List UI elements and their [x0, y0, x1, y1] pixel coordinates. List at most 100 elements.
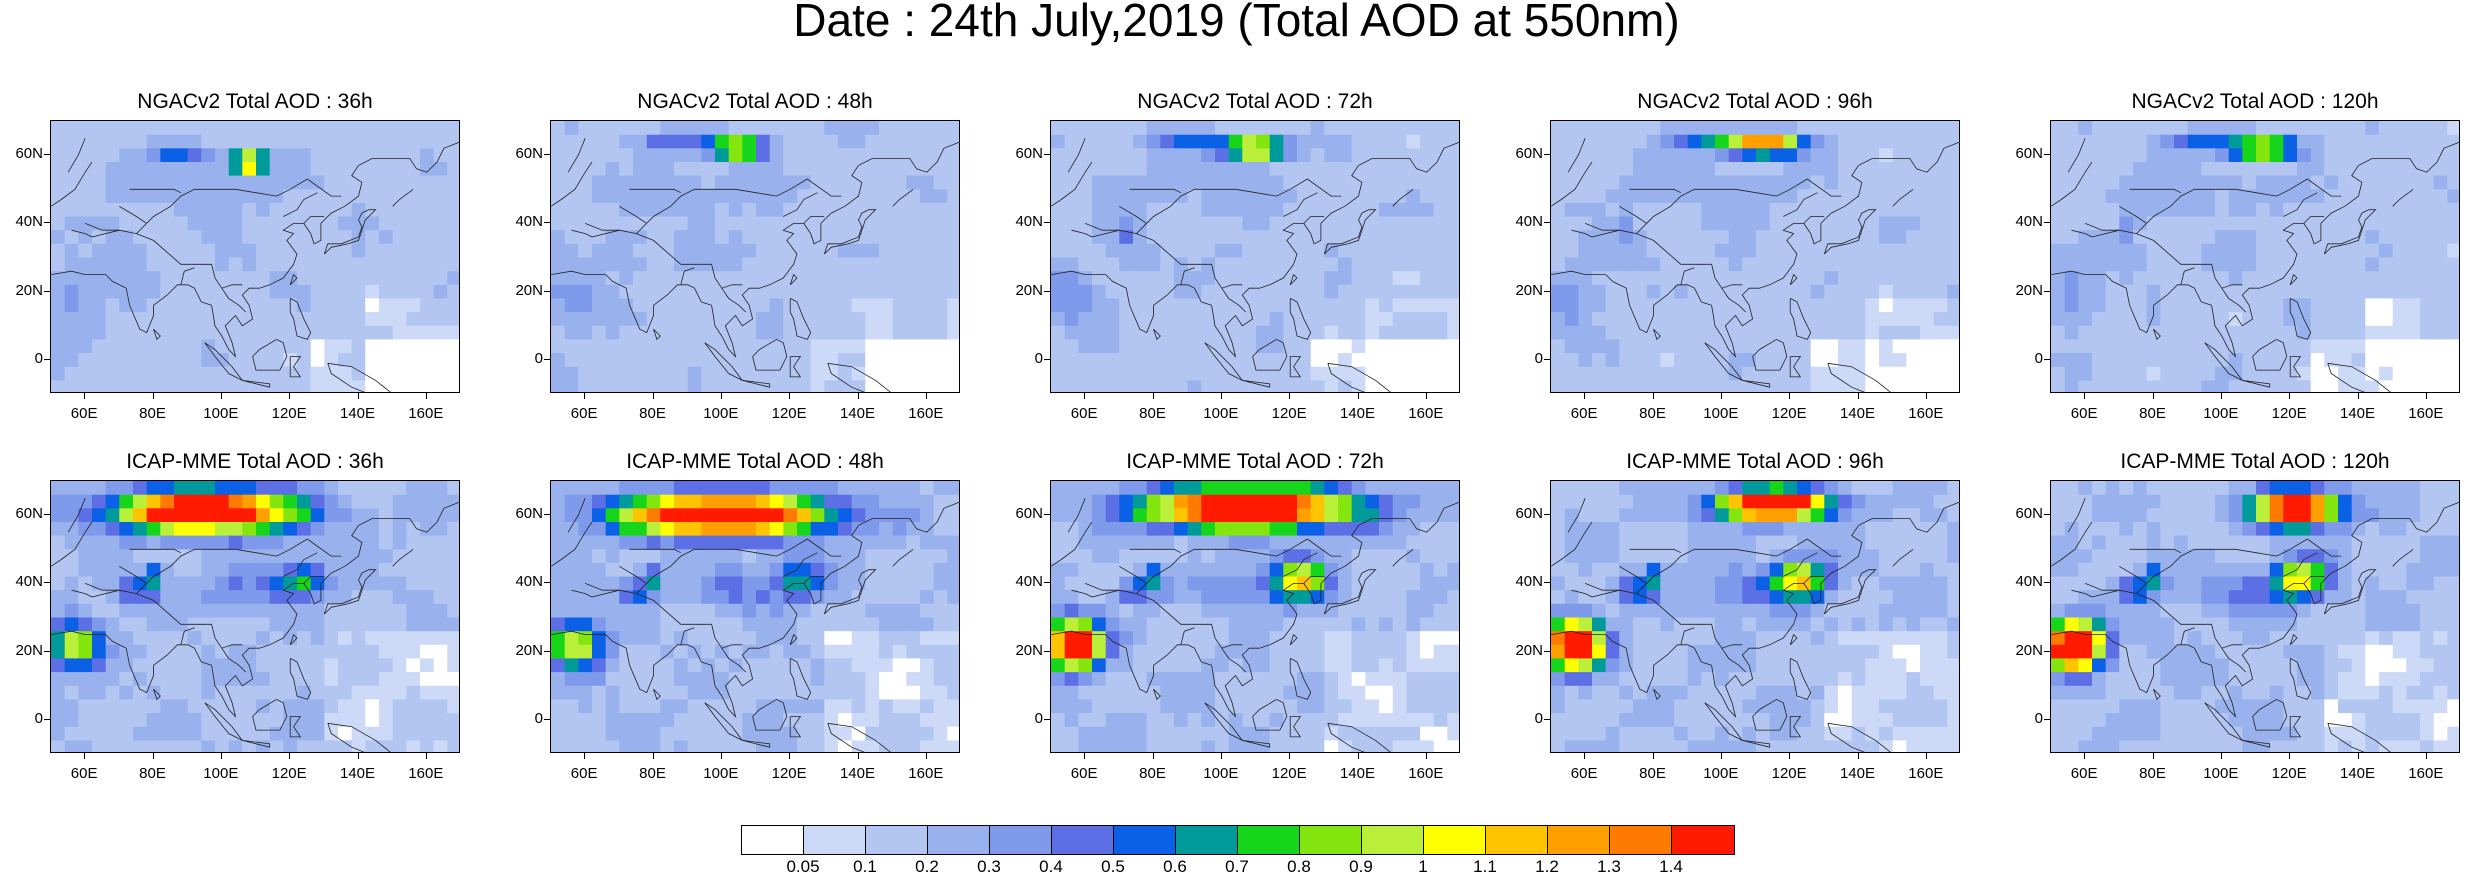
aod-cell	[1660, 380, 1674, 393]
aod-cell	[770, 645, 784, 659]
aod-cell	[2147, 353, 2161, 367]
aod-cell	[1311, 672, 1325, 686]
aod-cell	[119, 727, 133, 741]
aod-cell	[1393, 176, 1407, 190]
aod-cell	[1051, 339, 1065, 353]
aod-cell	[242, 271, 256, 285]
aod-cell	[1879, 353, 1893, 367]
aod-cell	[1865, 121, 1879, 135]
aod-cell	[2365, 135, 2379, 149]
aod-cell	[1906, 285, 1920, 299]
aod-cell	[1606, 339, 1620, 353]
aod-cell	[51, 367, 65, 381]
aod-cell	[783, 536, 797, 550]
aod-cell	[297, 495, 311, 509]
aod-cell	[201, 563, 215, 577]
aod-cell	[338, 618, 352, 632]
aod-cell	[1606, 298, 1620, 312]
aod-cell	[1565, 339, 1579, 353]
aod-cell	[1133, 121, 1147, 135]
aod-cell	[188, 645, 202, 659]
aod-cell	[1619, 312, 1633, 326]
aod-cell	[1838, 135, 1852, 149]
aod-cell	[2420, 189, 2434, 203]
aod-cell	[379, 495, 393, 509]
aod-cell	[1311, 604, 1325, 618]
aod-cell	[1447, 631, 1460, 645]
aod-cell	[2352, 148, 2366, 162]
aod-cell	[1647, 230, 1661, 244]
aod-cell	[2311, 121, 2325, 135]
aod-cell	[947, 285, 960, 299]
aod-cell	[592, 590, 606, 604]
aod-cell	[1256, 481, 1270, 495]
aod-cell	[1852, 135, 1866, 149]
aod-cell	[2051, 367, 2065, 381]
aod-cell	[420, 658, 434, 672]
aod-cell	[1119, 380, 1133, 393]
aod-cell	[1119, 203, 1133, 217]
aod-cell	[1051, 686, 1065, 700]
aod-cell	[633, 298, 647, 312]
aod-cell	[1283, 645, 1297, 659]
aod-cell	[1756, 162, 1770, 176]
aod-cell	[578, 353, 592, 367]
aod-cell	[2201, 298, 2215, 312]
aod-cell	[1797, 121, 1811, 135]
aod-cell	[715, 522, 729, 536]
aod-cell	[379, 121, 393, 135]
aod-cell	[2078, 298, 2092, 312]
lon-tick-label: 120E	[2269, 406, 2309, 422]
aod-cell	[229, 298, 243, 312]
aod-cell	[2352, 312, 2366, 326]
aod-cell	[934, 380, 948, 393]
aod-cell	[2078, 203, 2092, 217]
aod-cell	[1324, 121, 1338, 135]
aod-cell	[1324, 481, 1338, 495]
aod-cell	[201, 230, 215, 244]
aod-cell	[1311, 285, 1325, 299]
aod-cell	[106, 686, 120, 700]
aod-cell	[1647, 203, 1661, 217]
aod-cell	[1578, 285, 1592, 299]
aod-cell	[201, 508, 215, 522]
lon-tick	[653, 393, 654, 399]
aod-cell	[1742, 339, 1756, 353]
aod-cell	[1420, 508, 1434, 522]
aod-cell	[619, 549, 633, 563]
aod-cell	[1660, 285, 1674, 299]
aod-cell	[1770, 367, 1784, 381]
aod-cell	[1770, 258, 1784, 272]
aod-cell	[1160, 162, 1174, 176]
aod-cell	[1160, 189, 1174, 203]
aod-cell	[893, 618, 907, 632]
aod-cell	[633, 203, 647, 217]
aod-cell	[406, 481, 420, 495]
aod-cell	[1420, 658, 1434, 672]
aod-cell	[633, 699, 647, 713]
aod-cell	[906, 508, 920, 522]
aod-cell	[879, 740, 893, 753]
aod-cell	[1229, 121, 1243, 135]
aod-cell	[1934, 339, 1948, 353]
aod-cell	[592, 522, 606, 536]
aod-cell	[1160, 549, 1174, 563]
aod-cell	[2242, 326, 2256, 340]
aod-cell	[1565, 258, 1579, 272]
aod-cell	[1092, 230, 1106, 244]
aod-cell	[797, 563, 811, 577]
aod-cell	[1201, 495, 1215, 509]
aod-cell	[1119, 258, 1133, 272]
aod-cell	[1879, 258, 1893, 272]
aod-cell	[811, 672, 825, 686]
aod-cell	[1119, 135, 1133, 149]
aod-cell	[633, 658, 647, 672]
lon-tick	[1426, 393, 1427, 399]
aod-cell	[365, 699, 379, 713]
aod-cell	[147, 549, 161, 563]
aod-cell	[242, 121, 256, 135]
aod-cell	[1633, 353, 1647, 367]
aod-cell	[578, 135, 592, 149]
aod-cell	[160, 631, 174, 645]
lat-tick	[544, 222, 550, 223]
